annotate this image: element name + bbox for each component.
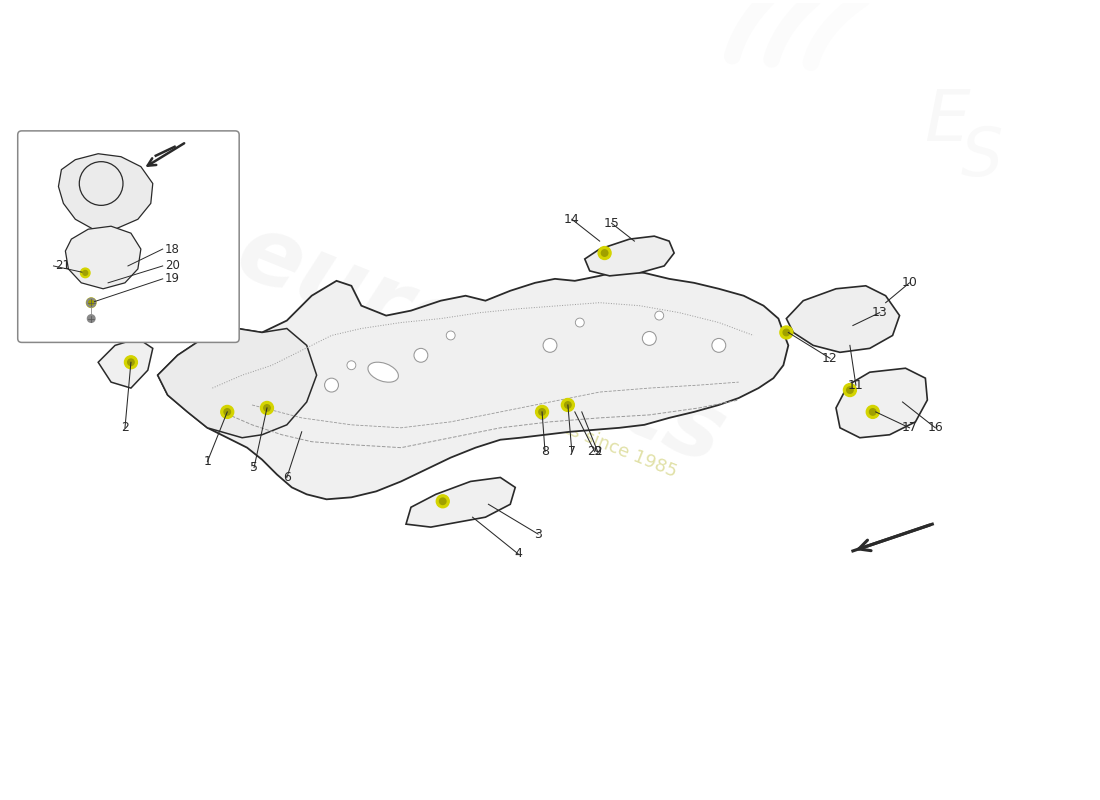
- Circle shape: [89, 300, 94, 305]
- Text: 1: 1: [204, 455, 211, 468]
- Polygon shape: [157, 271, 789, 499]
- Polygon shape: [836, 368, 927, 438]
- Text: 11: 11: [848, 378, 864, 392]
- Text: S: S: [961, 124, 1003, 190]
- Circle shape: [536, 406, 549, 418]
- Circle shape: [447, 331, 455, 340]
- Polygon shape: [58, 154, 153, 229]
- Text: 2: 2: [121, 422, 129, 434]
- Text: euroParts: euroParts: [223, 206, 738, 485]
- Text: 8: 8: [541, 445, 549, 458]
- Polygon shape: [65, 226, 141, 289]
- Circle shape: [783, 330, 790, 336]
- Circle shape: [847, 387, 854, 394]
- Circle shape: [654, 311, 663, 320]
- Text: 16: 16: [927, 422, 943, 434]
- Circle shape: [543, 338, 557, 352]
- Circle shape: [867, 406, 879, 418]
- Text: 14: 14: [564, 213, 580, 226]
- Text: 13: 13: [872, 306, 888, 319]
- Circle shape: [346, 361, 356, 370]
- Circle shape: [561, 398, 574, 411]
- Circle shape: [261, 402, 274, 414]
- Circle shape: [87, 314, 95, 322]
- Circle shape: [539, 409, 546, 415]
- Circle shape: [124, 356, 138, 369]
- Text: 7: 7: [568, 445, 575, 458]
- Text: 19: 19: [165, 272, 179, 286]
- Polygon shape: [786, 286, 900, 352]
- Text: 12: 12: [822, 352, 838, 365]
- Polygon shape: [98, 338, 153, 388]
- Circle shape: [414, 348, 428, 362]
- Polygon shape: [585, 236, 674, 276]
- Circle shape: [602, 250, 608, 256]
- Circle shape: [564, 402, 571, 408]
- Circle shape: [780, 326, 793, 339]
- Text: 21: 21: [55, 259, 70, 273]
- Circle shape: [224, 409, 231, 415]
- Text: 9: 9: [594, 445, 602, 458]
- Text: 5: 5: [250, 461, 258, 474]
- Circle shape: [221, 406, 233, 418]
- Circle shape: [575, 318, 584, 327]
- Text: 4: 4: [515, 547, 522, 561]
- Text: 10: 10: [902, 276, 917, 290]
- Text: 18: 18: [165, 242, 179, 255]
- Circle shape: [712, 338, 726, 352]
- Ellipse shape: [367, 362, 398, 382]
- Circle shape: [538, 410, 547, 419]
- Polygon shape: [157, 329, 317, 438]
- Text: E: E: [924, 87, 970, 157]
- FancyBboxPatch shape: [18, 131, 239, 342]
- Text: 6: 6: [283, 471, 290, 484]
- Circle shape: [440, 498, 446, 505]
- Circle shape: [869, 409, 876, 415]
- Circle shape: [844, 384, 857, 397]
- Text: 22: 22: [586, 445, 603, 458]
- Text: a passion for parts since 1985: a passion for parts since 1985: [420, 362, 680, 482]
- Circle shape: [642, 331, 657, 346]
- Circle shape: [128, 359, 134, 366]
- Circle shape: [264, 405, 271, 411]
- Text: 3: 3: [535, 527, 542, 541]
- Polygon shape: [406, 478, 515, 527]
- Circle shape: [82, 270, 88, 275]
- Circle shape: [87, 298, 96, 307]
- Circle shape: [598, 246, 612, 259]
- Text: 15: 15: [604, 217, 619, 230]
- Circle shape: [80, 268, 90, 278]
- Circle shape: [437, 495, 449, 508]
- Text: 20: 20: [165, 259, 179, 273]
- Text: 17: 17: [902, 422, 917, 434]
- Circle shape: [324, 378, 339, 392]
- Circle shape: [87, 298, 96, 307]
